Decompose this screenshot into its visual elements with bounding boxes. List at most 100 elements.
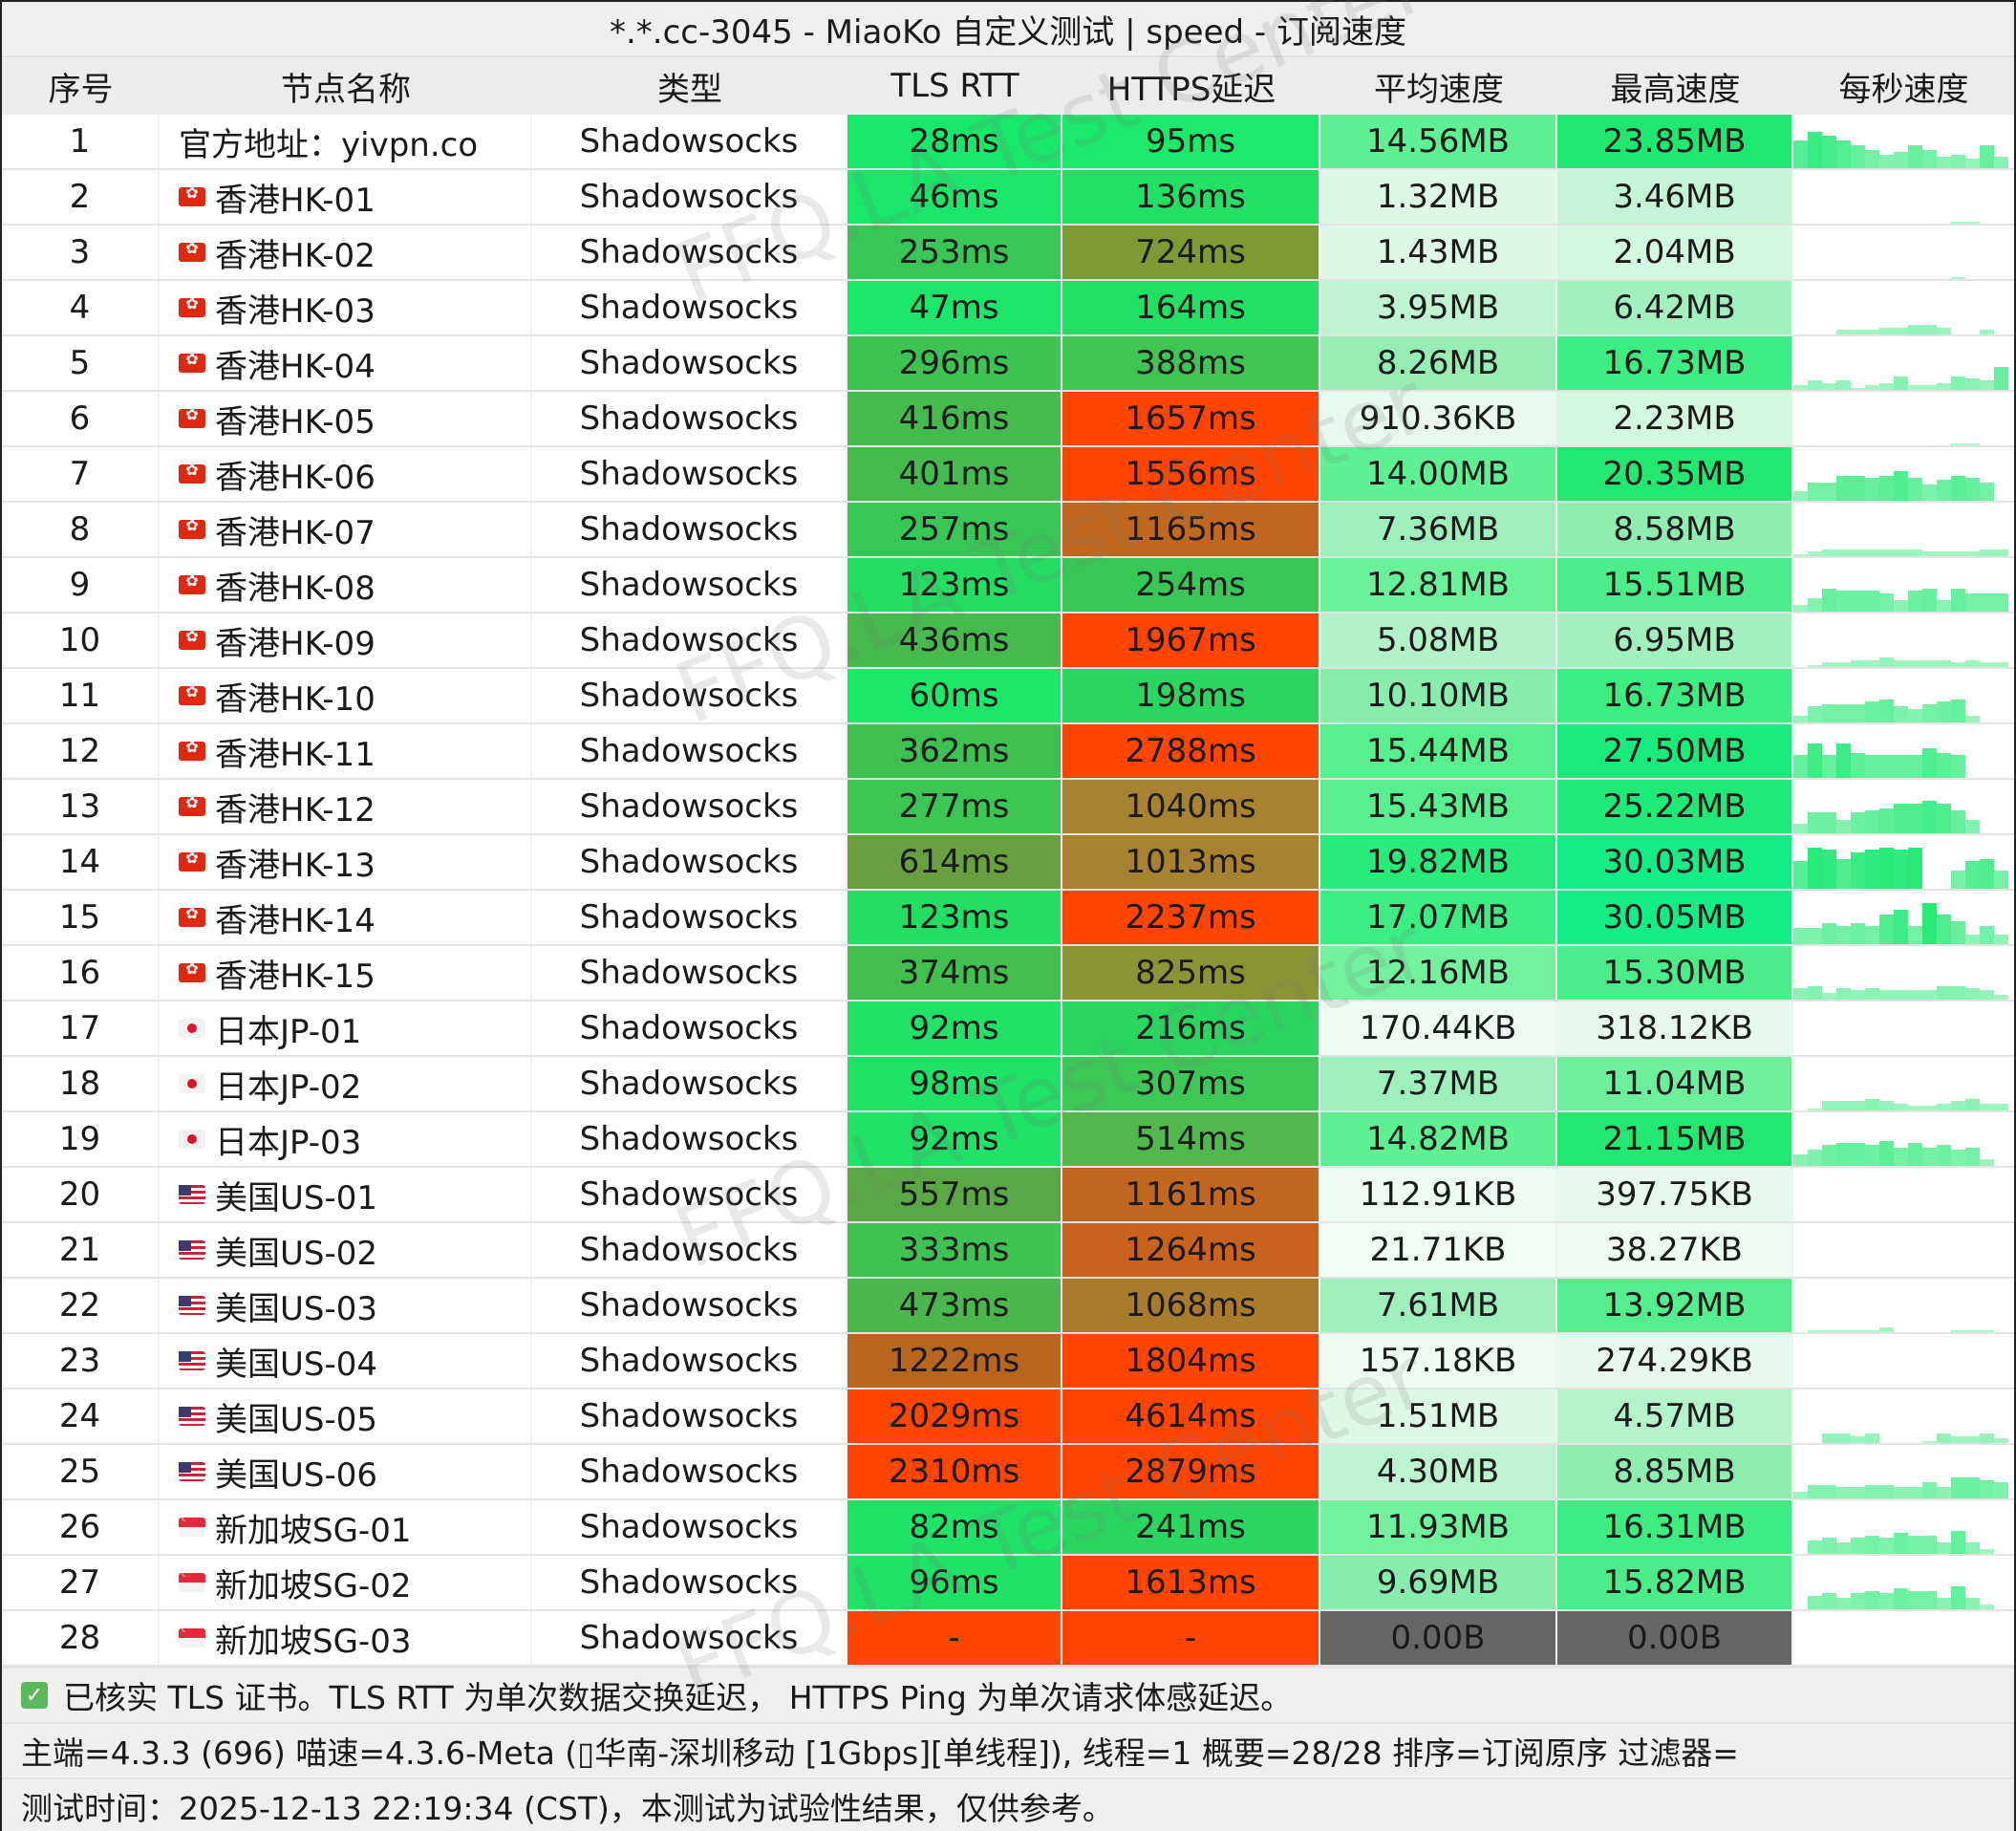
speed-bar — [1965, 716, 1980, 722]
row-https-latency: 2879ms — [1062, 1445, 1320, 1498]
speed-bar — [1808, 1540, 1822, 1554]
table-row: 6 香港HK-05 Shadowsocks 416ms 1657ms 910.3… — [2, 392, 2014, 447]
speed-bar — [1879, 1485, 1894, 1498]
speed-bar — [1951, 1436, 1965, 1443]
speed-bar — [1836, 704, 1851, 722]
speed-bar — [1980, 1330, 1994, 1332]
speed-bar — [1965, 378, 1980, 390]
flag-hk-icon — [179, 405, 205, 428]
row-tls-rtt: 296ms — [847, 336, 1062, 390]
row-speed-sparkline — [1793, 1168, 2014, 1221]
speed-bar — [1851, 1487, 1865, 1498]
speed-bar — [1922, 150, 1937, 168]
speed-bar — [1793, 928, 1808, 944]
speed-bar — [1808, 1109, 1822, 1110]
row-seq: 16 — [2, 946, 160, 1000]
speed-bar — [1951, 476, 1965, 501]
table-row: 26 新加坡SG-01 Shadowsocks 82ms 241ms 11.93… — [2, 1500, 2014, 1556]
speed-bar — [1951, 443, 1965, 445]
speed-bar — [1836, 140, 1851, 168]
speed-bar — [1922, 704, 1937, 722]
row-tls-rtt: 28ms — [847, 115, 1062, 168]
speed-bar — [1793, 140, 1808, 168]
row-seq: 9 — [2, 558, 160, 612]
flag-hk-icon — [179, 849, 205, 872]
speed-bar — [1879, 476, 1894, 501]
speed-bar — [1951, 1477, 1965, 1498]
node-name-text: 香港HK-14 — [215, 901, 375, 940]
row-max-speed: 15.51MB — [1557, 558, 1793, 612]
speed-bar — [1951, 551, 1965, 556]
speed-bar — [1851, 1538, 1865, 1554]
row-avg-speed: 1.43MB — [1320, 226, 1557, 279]
speed-bar — [1808, 132, 1822, 168]
speed-bar — [1937, 753, 1951, 778]
speed-bar — [1836, 1433, 1851, 1443]
speed-bar — [1808, 551, 1822, 556]
row-https-latency: 1165ms — [1062, 503, 1320, 556]
header-seq: 序号 — [48, 70, 114, 109]
row-seq: 6 — [2, 392, 160, 445]
speed-bar — [1851, 1593, 1865, 1609]
speed-bar — [1865, 549, 1879, 556]
row-https-latency: 136ms — [1062, 170, 1320, 224]
speed-bar — [1822, 1485, 1836, 1498]
speed-bar — [1980, 380, 1994, 390]
speed-bar — [1851, 812, 1865, 833]
row-avg-speed: 8.26MB — [1320, 336, 1557, 390]
speed-bar — [1922, 385, 1937, 390]
row-avg-speed: 21.71KB — [1320, 1223, 1557, 1277]
row-node-name: 香港HK-07 — [160, 503, 532, 556]
speed-bar — [1994, 1438, 2008, 1443]
speed-bar — [1851, 1436, 1865, 1443]
speed-bar — [1980, 1605, 1994, 1609]
speed-bar — [1980, 330, 1994, 334]
speed-bar — [1965, 935, 1980, 944]
speed-bar — [1980, 145, 1994, 168]
speed-bar — [1836, 549, 1851, 556]
speed-bar — [1808, 1485, 1822, 1498]
row-https-latency: 241ms — [1062, 1500, 1320, 1554]
row-seq: 2 — [2, 170, 160, 224]
speed-bar — [1980, 926, 1994, 944]
row-seq: 26 — [2, 1500, 160, 1554]
speed-bar — [1865, 1145, 1879, 1166]
speed-bar — [1879, 1593, 1894, 1609]
row-speed-sparkline — [1793, 115, 2014, 168]
row-node-name: 新加坡SG-03 — [160, 1611, 532, 1665]
speed-bar — [1994, 935, 2008, 944]
node-name-text: 美国US-05 — [215, 1400, 377, 1439]
row-type: Shadowsocks — [532, 1279, 847, 1332]
speed-bar — [1822, 993, 1836, 1000]
speed-bar — [1908, 1536, 1922, 1554]
speed-bar — [1793, 1154, 1808, 1166]
speed-bar — [1994, 1482, 2008, 1498]
row-max-speed: 2.23MB — [1557, 392, 1793, 445]
speed-bar — [1851, 753, 1865, 778]
row-max-speed: 11.04MB — [1557, 1057, 1793, 1110]
table-row: 17 日本JP-01 Shadowsocks 92ms 216ms 170.44… — [2, 1002, 2014, 1057]
table-row: 10 香港HK-09 Shadowsocks 436ms 1967ms 5.08… — [2, 614, 2014, 669]
speed-bar — [1922, 1536, 1937, 1554]
speed-bar — [1908, 145, 1922, 168]
node-name-text: 新加坡SG-03 — [215, 1622, 412, 1661]
row-https-latency: 198ms — [1062, 669, 1320, 722]
speed-bar — [1836, 380, 1851, 390]
row-tls-rtt: 2310ms — [847, 1445, 1062, 1498]
header-per-second-speed: 每秒速度 — [1838, 70, 1969, 109]
row-https-latency: 1161ms — [1062, 1168, 1320, 1221]
speed-bar — [1951, 1531, 1965, 1554]
row-type: Shadowsocks — [532, 1168, 847, 1221]
speed-bar — [1965, 660, 1980, 667]
row-avg-speed: 15.43MB — [1320, 780, 1557, 833]
speed-bar — [1894, 328, 1908, 334]
flag-hk-icon — [179, 350, 205, 373]
table-row: 23 美国US-04 Shadowsocks 1222ms 1804ms 157… — [2, 1334, 2014, 1389]
row-type: Shadowsocks — [532, 614, 847, 667]
row-node-name: 日本JP-03 — [160, 1112, 532, 1166]
row-tls-rtt: 253ms — [847, 226, 1062, 279]
speed-bar — [1937, 600, 1951, 612]
speed-bar — [1937, 1433, 1951, 1443]
node-name-text: 美国US-06 — [215, 1455, 377, 1495]
